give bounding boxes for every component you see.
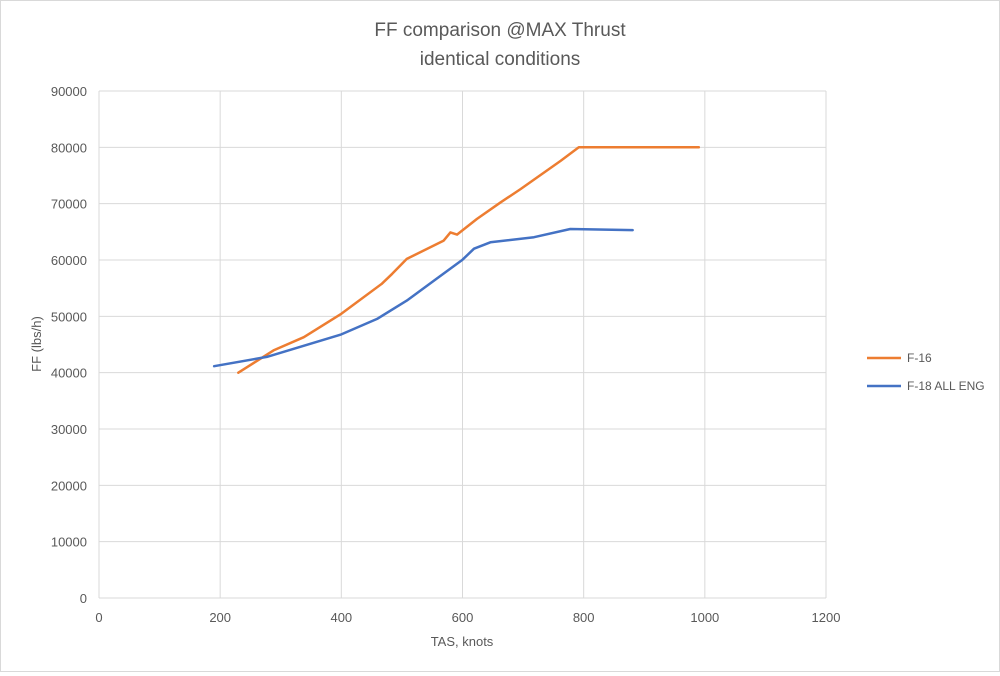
y-tick-label: 40000 [51,366,87,381]
legend-label: F-18 ALL ENG [907,379,985,393]
y-axis-label: FF (lbs/h) [29,316,44,372]
x-tick-label: 1000 [690,610,719,625]
y-tick-label: 70000 [51,197,87,212]
x-tick-label: 400 [330,610,352,625]
y-tick-label: 90000 [51,84,87,99]
series-line-f-18-all-eng [212,227,634,368]
x-tick-label: 800 [573,610,595,625]
y-tick-label: 60000 [51,253,87,268]
chart-title-line-2: identical conditions [420,49,581,70]
y-tick-label: 50000 [51,309,87,324]
x-tick-label: 1200 [812,610,841,625]
x-tick-label: 0 [95,610,102,625]
x-tick-label: 600 [452,610,474,625]
x-axis-label: TAS, knots [431,634,494,649]
legend-label: F-16 [907,351,932,365]
y-tick-label: 80000 [51,140,87,155]
y-tick-label: 0 [80,591,87,606]
chart-title-line-1: FF comparison @MAX Thrust [374,20,626,41]
y-tick-label: 10000 [51,535,87,550]
series-line-f-16 [237,146,701,374]
x-tick-label: 200 [209,610,231,625]
y-tick-label: 30000 [51,422,87,437]
y-tick-label: 20000 [51,478,87,493]
